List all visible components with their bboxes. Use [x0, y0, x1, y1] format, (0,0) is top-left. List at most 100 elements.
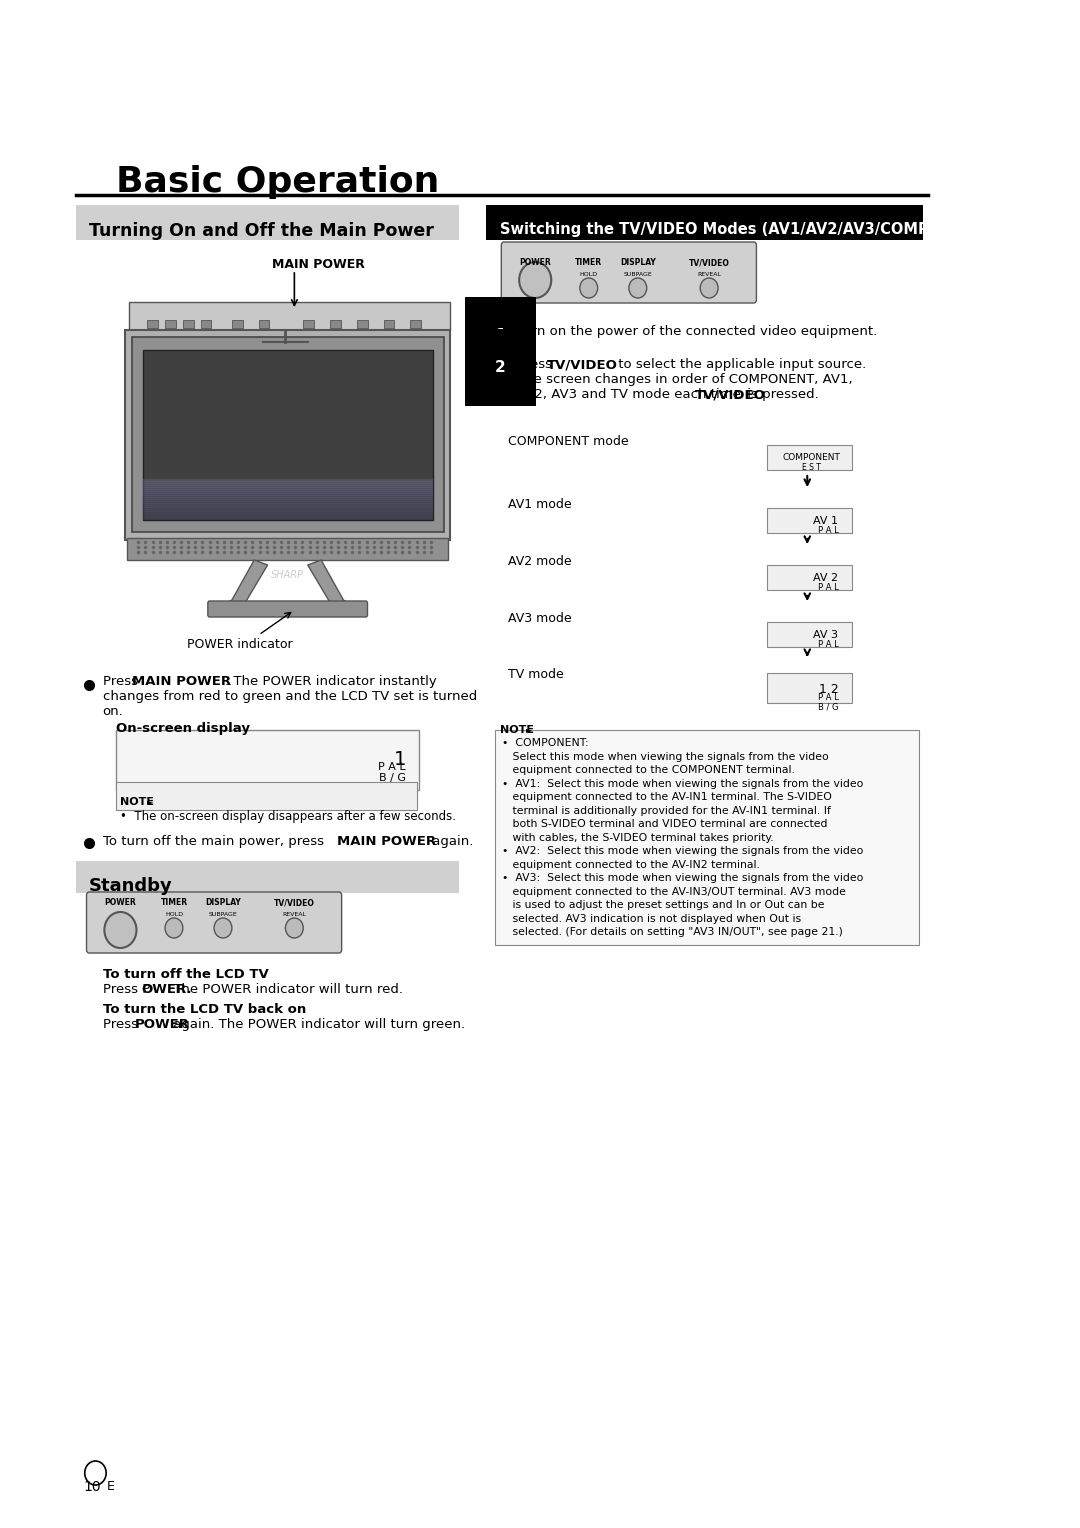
- FancyBboxPatch shape: [356, 319, 367, 329]
- Text: 1: 1: [393, 750, 406, 769]
- Text: •  AV3:  Select this mode when viewing the signals from the video: • AV3: Select this mode when viewing the…: [502, 872, 864, 883]
- Text: 2: 2: [495, 361, 505, 374]
- Text: MAIN POWER: MAIN POWER: [337, 834, 436, 848]
- Text: DISPLAY: DISPLAY: [205, 898, 241, 908]
- FancyBboxPatch shape: [207, 601, 367, 617]
- FancyBboxPatch shape: [76, 860, 459, 892]
- Text: P A L: P A L: [818, 526, 838, 535]
- Text: SHARP: SHARP: [271, 570, 303, 581]
- FancyBboxPatch shape: [143, 490, 433, 494]
- Text: equipment connected to the AV-IN1 terminal. The S-VIDEO: equipment connected to the AV-IN1 termin…: [502, 792, 832, 802]
- Text: is pressed.: is pressed.: [743, 388, 819, 400]
- Text: DISPLAY: DISPLAY: [620, 258, 656, 267]
- Text: P A L: P A L: [378, 762, 406, 772]
- FancyBboxPatch shape: [143, 500, 433, 503]
- Text: POWER: POWER: [135, 1018, 190, 1031]
- Text: The screen changes in order of COMPONENT, AV1,: The screen changes in order of COMPONENT…: [517, 373, 853, 387]
- Text: AV2, AV3 and TV mode each time: AV2, AV3 and TV mode each time: [517, 388, 745, 400]
- Text: OWER.: OWER.: [141, 983, 192, 996]
- Circle shape: [214, 918, 232, 938]
- FancyBboxPatch shape: [330, 319, 341, 329]
- Text: ►: ►: [147, 798, 153, 805]
- Text: REVEAL: REVEAL: [698, 272, 721, 277]
- FancyBboxPatch shape: [143, 483, 433, 486]
- Text: TV/VIDEO: TV/VIDEO: [689, 258, 730, 267]
- Text: B / G: B / G: [818, 701, 838, 711]
- Text: To turn off the main power, press: To turn off the main power, press: [103, 834, 328, 848]
- FancyBboxPatch shape: [143, 510, 433, 513]
- Text: POWER indicator: POWER indicator: [187, 639, 293, 651]
- Text: Select this mode when viewing the signals from the video: Select this mode when viewing the signal…: [502, 752, 829, 761]
- Text: again.: again.: [428, 834, 473, 848]
- FancyBboxPatch shape: [259, 319, 269, 329]
- FancyBboxPatch shape: [143, 501, 433, 504]
- Text: MAIN POWER: MAIN POWER: [132, 675, 231, 688]
- Text: Turning On and Off the Main Power: Turning On and Off the Main Power: [90, 222, 434, 240]
- Text: TV/VIDEO: TV/VIDEO: [546, 358, 618, 371]
- Text: terminal is additionally provided for the AV-IN1 terminal. If: terminal is additionally provided for th…: [502, 805, 832, 816]
- Text: . The POWER indicator instantly: . The POWER indicator instantly: [225, 675, 436, 688]
- Text: on.: on.: [103, 704, 123, 718]
- Text: SUBPAGE: SUBPAGE: [623, 272, 652, 277]
- FancyBboxPatch shape: [143, 487, 433, 490]
- Text: •  AV2:  Select this mode when viewing the signals from the video: • AV2: Select this mode when viewing the…: [502, 847, 864, 856]
- Text: AV2 mode: AV2 mode: [509, 555, 572, 568]
- Text: is used to adjust the preset settings and In or Out can be: is used to adjust the preset settings an…: [502, 900, 825, 911]
- Polygon shape: [308, 559, 362, 610]
- FancyBboxPatch shape: [116, 782, 418, 810]
- FancyBboxPatch shape: [143, 494, 433, 497]
- Text: selected. AV3 indication is not displayed when Out is: selected. AV3 indication is not displaye…: [502, 914, 801, 923]
- FancyBboxPatch shape: [143, 504, 433, 507]
- Text: COMPONENT: COMPONENT: [783, 452, 840, 461]
- FancyBboxPatch shape: [143, 509, 433, 512]
- Circle shape: [105, 912, 136, 947]
- FancyBboxPatch shape: [143, 350, 433, 520]
- FancyBboxPatch shape: [410, 319, 421, 329]
- FancyBboxPatch shape: [143, 507, 433, 510]
- FancyBboxPatch shape: [501, 241, 756, 303]
- Text: AV3 mode: AV3 mode: [509, 613, 572, 625]
- Text: both S-VIDEO terminal and VIDEO terminal are connected: both S-VIDEO terminal and VIDEO terminal…: [502, 819, 827, 830]
- Text: POWER: POWER: [105, 898, 136, 908]
- Text: To turn the LCD TV back on: To turn the LCD TV back on: [103, 1002, 306, 1016]
- Text: again. The POWER indicator will turn green.: again. The POWER indicator will turn gre…: [168, 1018, 464, 1031]
- FancyBboxPatch shape: [147, 319, 158, 329]
- Text: MAIN POWER: MAIN POWER: [272, 258, 365, 270]
- Circle shape: [700, 278, 718, 298]
- Text: •  COMPONENT:: • COMPONENT:: [502, 738, 589, 749]
- FancyBboxPatch shape: [86, 892, 341, 953]
- FancyBboxPatch shape: [143, 489, 433, 492]
- Circle shape: [519, 261, 551, 298]
- Text: •  AV1:  Select this mode when viewing the signals from the video: • AV1: Select this mode when viewing the…: [502, 778, 864, 788]
- FancyBboxPatch shape: [76, 205, 459, 240]
- Circle shape: [580, 278, 597, 298]
- FancyBboxPatch shape: [125, 330, 450, 539]
- FancyBboxPatch shape: [143, 516, 433, 520]
- FancyBboxPatch shape: [767, 622, 852, 646]
- FancyBboxPatch shape: [132, 338, 444, 532]
- Text: changes from red to green and the LCD TV set is turned: changes from red to green and the LCD TV…: [103, 691, 477, 703]
- Text: POWER: POWER: [519, 258, 551, 267]
- Text: 10: 10: [83, 1481, 100, 1494]
- Text: TV/VIDEO: TV/VIDEO: [274, 898, 314, 908]
- Text: equipment connected to the AV-IN2 terminal.: equipment connected to the AV-IN2 termin…: [502, 859, 760, 869]
- Text: Standby: Standby: [90, 877, 173, 895]
- Text: TIMER: TIMER: [161, 898, 188, 908]
- Text: to select the applicable input source.: to select the applicable input source.: [613, 358, 866, 371]
- Text: E S T: E S T: [802, 463, 821, 472]
- Text: TIMER: TIMER: [576, 258, 603, 267]
- Text: COMPONENT mode: COMPONENT mode: [509, 435, 629, 448]
- Text: with cables, the S-VIDEO terminal takes priority.: with cables, the S-VIDEO terminal takes …: [502, 833, 774, 842]
- FancyBboxPatch shape: [165, 319, 176, 329]
- Text: P A L: P A L: [818, 694, 838, 701]
- FancyBboxPatch shape: [143, 481, 433, 484]
- Text: NOTE: NOTE: [500, 724, 534, 735]
- Text: Press: Press: [517, 358, 556, 371]
- Text: Press P: Press P: [103, 983, 150, 996]
- Text: To turn off the LCD TV: To turn off the LCD TV: [103, 969, 268, 981]
- Circle shape: [629, 278, 647, 298]
- Text: Turn on the power of the connected video equipment.: Turn on the power of the connected video…: [517, 325, 878, 338]
- FancyBboxPatch shape: [767, 672, 852, 703]
- FancyBboxPatch shape: [232, 319, 243, 329]
- Circle shape: [165, 918, 183, 938]
